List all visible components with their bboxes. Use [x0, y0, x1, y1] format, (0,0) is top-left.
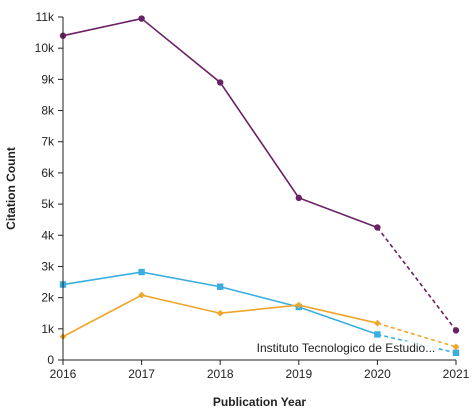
- data-point: [138, 268, 145, 276]
- x-tick-label: 2016: [50, 367, 77, 381]
- x-axis-label: Publication Year: [213, 395, 306, 409]
- y-axis-label: Citation Count: [4, 147, 18, 230]
- x-tick-label: 2021: [443, 367, 470, 381]
- data-point: [374, 331, 381, 338]
- y-tick-label: 1k: [41, 322, 55, 336]
- y-tick-label: 4k: [41, 228, 55, 242]
- y-tick-label: 6k: [41, 166, 55, 180]
- y-tick-label: 5k: [41, 197, 55, 211]
- data-point: [452, 327, 460, 334]
- series-line-solid: [62, 17, 378, 229]
- data-point: [374, 319, 381, 327]
- y-tick-label: 7k: [41, 135, 55, 149]
- y-axis-ticks: 0 1k 2k 3k 4k 5k 6k 7k 8k 9k 10k 11k: [35, 10, 63, 367]
- x-tick-label: 2019: [285, 367, 312, 381]
- data-point: [452, 343, 460, 351]
- data-point: [295, 301, 303, 309]
- x-axis-ticks: 2016 2017 2018 2019 2020 2021: [50, 360, 470, 381]
- annotation-label: Instituto Tecnologico de Estudio...: [257, 341, 436, 355]
- data-point: [138, 291, 145, 299]
- y-tick-label: 2k: [41, 291, 55, 305]
- x-tick-label: 2020: [364, 367, 391, 381]
- data-point: [217, 79, 224, 86]
- data-point: [138, 15, 145, 22]
- data-point: [374, 224, 381, 231]
- y-tick-label: 3k: [41, 259, 55, 273]
- y-tick-label: 8k: [41, 104, 55, 118]
- x-tick-label: 2018: [207, 367, 234, 381]
- chart-marks: [59, 15, 460, 357]
- series-line-dashed: [376, 226, 457, 331]
- chart-annotations: Instituto Tecnologico de Estudio...: [253, 341, 439, 356]
- series-3: [59, 291, 460, 351]
- y-tick-label: 9k: [41, 72, 55, 86]
- data-point: [216, 309, 224, 317]
- series-1: [59, 15, 460, 334]
- series-line-solid: [62, 271, 378, 336]
- annotation-background: [253, 341, 439, 356]
- x-tick-label: 2017: [128, 367, 155, 381]
- data-point: [295, 194, 302, 202]
- y-tick-label: 11k: [36, 10, 55, 24]
- data-point: [217, 283, 224, 290]
- data-point: [452, 349, 460, 357]
- y-tick-label: 0: [47, 353, 54, 367]
- y-tick-label: 10k: [35, 41, 55, 55]
